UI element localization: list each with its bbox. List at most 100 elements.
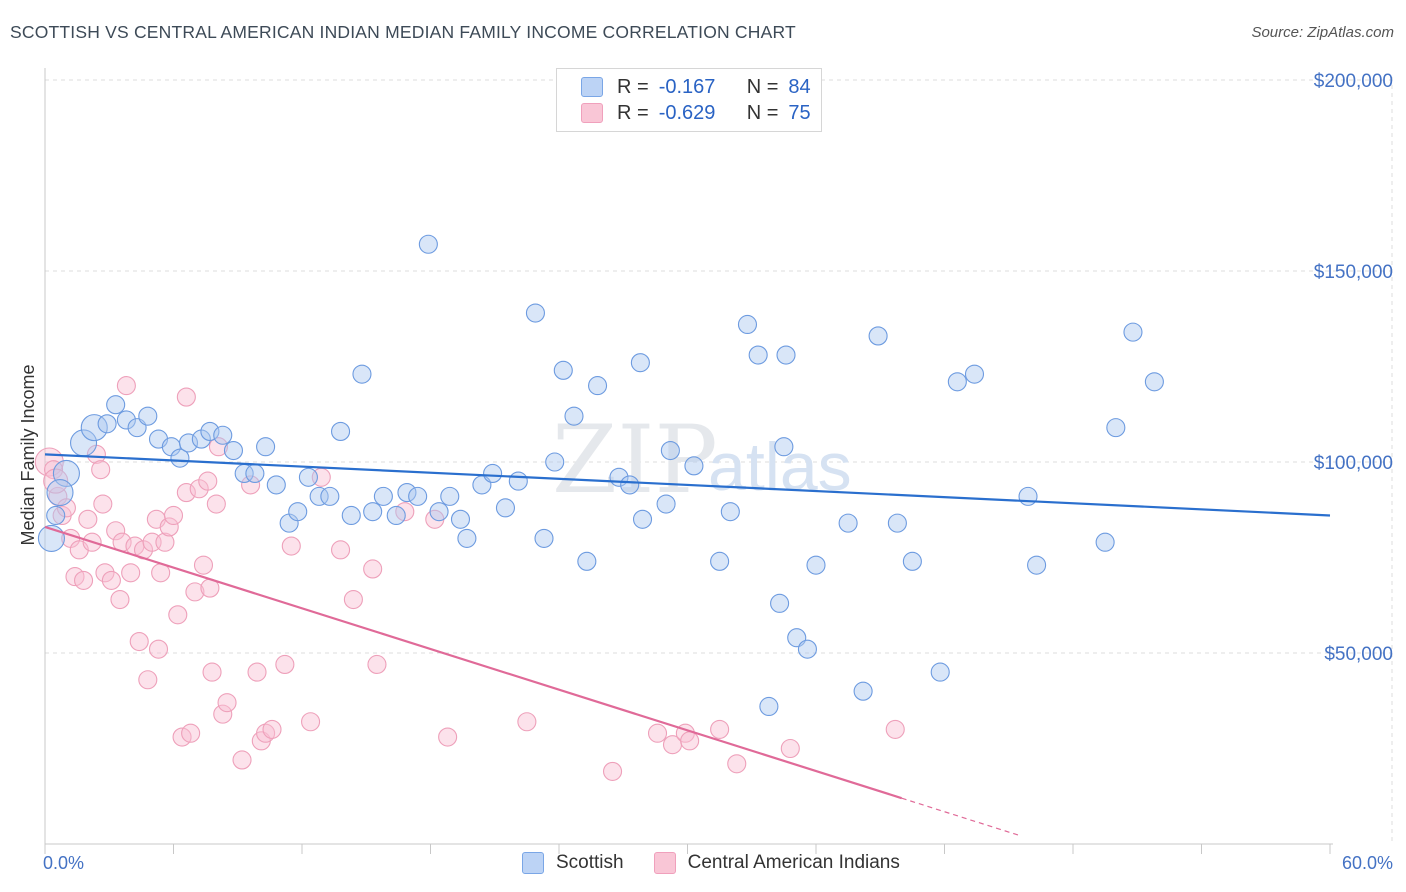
scottish-point xyxy=(138,406,158,426)
scottish-point xyxy=(564,406,584,426)
scottish-point xyxy=(620,475,640,495)
scottish-point xyxy=(256,437,276,457)
scottish-point xyxy=(964,364,985,384)
central-point xyxy=(106,521,126,541)
central-point xyxy=(121,563,141,583)
scottish-point xyxy=(774,437,794,457)
scottish-point xyxy=(429,502,449,522)
scottish-point xyxy=(46,479,74,507)
scottish-point xyxy=(495,498,516,518)
r-label: R = xyxy=(617,75,649,98)
central-point xyxy=(213,704,233,724)
central-trend-line xyxy=(44,525,902,800)
legend-row-scottish: R = -0.167 N = 84 xyxy=(581,74,811,100)
scottish-point xyxy=(853,681,873,701)
scottish-point xyxy=(1106,418,1126,438)
central-point xyxy=(367,654,387,675)
central-point xyxy=(780,738,800,759)
scottish-point xyxy=(737,314,758,335)
scottish-point xyxy=(720,502,740,522)
scottish-point xyxy=(632,509,653,529)
scottish-point xyxy=(200,421,220,441)
axes xyxy=(44,68,1333,854)
central-legend-label: Central American Indians xyxy=(687,852,900,873)
n-label: N = xyxy=(746,101,779,124)
central-point xyxy=(232,750,252,770)
y-tick-label: $200,000 xyxy=(1314,71,1393,92)
scottish-point xyxy=(386,505,406,526)
central-point xyxy=(198,471,218,491)
scottish-point xyxy=(534,528,554,548)
x-tick-label-start: 0.0% xyxy=(43,853,84,873)
central-point xyxy=(193,555,214,575)
scottish-trend-line xyxy=(44,453,1331,517)
r-label: R = xyxy=(617,101,649,124)
central-point xyxy=(647,723,668,743)
central-point xyxy=(330,540,351,560)
n-value: 75 xyxy=(788,101,811,124)
central-point xyxy=(95,563,115,583)
central-point xyxy=(181,723,201,743)
series-legend: Scottish Central American Indians xyxy=(522,852,900,874)
scottish-point xyxy=(341,505,361,526)
central-point xyxy=(168,605,188,625)
scottish-point xyxy=(710,551,730,571)
central-point xyxy=(247,662,267,682)
scottish-point xyxy=(759,696,779,717)
scottish-point xyxy=(440,486,460,506)
scottish-point xyxy=(298,467,318,487)
scottish-point xyxy=(245,463,265,484)
y-tick-label: $100,000 xyxy=(1314,453,1393,474)
central-point xyxy=(155,532,175,552)
scottish-point xyxy=(483,463,503,484)
scottish-point xyxy=(797,639,817,659)
central-point xyxy=(438,727,458,747)
scottish-legend-swatch xyxy=(522,852,544,874)
y-tick-label: $150,000 xyxy=(1314,262,1393,283)
central-point xyxy=(727,754,747,774)
central-point xyxy=(101,570,121,590)
correlation-legend: R = -0.167 N = 84 R = -0.629 N = 75 xyxy=(556,68,822,132)
central-point xyxy=(217,693,237,713)
central-point xyxy=(208,437,229,457)
central-point xyxy=(185,582,205,602)
central-point xyxy=(74,570,94,590)
r-value: -0.629 xyxy=(658,101,716,124)
central-point xyxy=(275,654,295,675)
scottish-point xyxy=(178,433,199,453)
central-point xyxy=(262,719,282,739)
scottish-point xyxy=(930,662,950,682)
n-label: N = xyxy=(746,75,779,98)
central-point xyxy=(148,639,169,659)
scottish-point xyxy=(457,528,477,548)
central-legend-swatch xyxy=(653,852,676,874)
scottish-point xyxy=(806,555,826,575)
scottish-point xyxy=(770,593,790,613)
central-point xyxy=(159,517,179,537)
central-point xyxy=(885,719,905,739)
scottish-point xyxy=(116,410,136,430)
scottish-point xyxy=(660,440,680,461)
grid-lines xyxy=(45,77,1393,844)
central-point xyxy=(363,559,383,579)
scottish-point xyxy=(363,502,383,522)
r-value: -0.167 xyxy=(658,75,716,98)
legend-row-central: R = -0.629 N = 75 xyxy=(581,100,811,126)
source-credit: Source: ZipAtlas.com xyxy=(1251,24,1394,41)
scottish-point xyxy=(887,513,907,533)
scottish-point xyxy=(373,486,393,506)
scottish-point xyxy=(450,509,471,529)
central-point xyxy=(176,387,196,407)
scottish-point xyxy=(320,486,340,506)
central-point xyxy=(78,509,98,529)
scottish-legend-label: Scottish xyxy=(556,852,624,873)
scottish-point xyxy=(656,494,676,514)
scottish-point xyxy=(508,471,528,491)
central-point xyxy=(680,731,700,751)
scottish-point xyxy=(1027,555,1047,575)
scottish-point xyxy=(748,345,768,365)
central-point xyxy=(129,631,149,652)
scottish-point xyxy=(309,486,329,506)
scottish-points xyxy=(37,234,1164,717)
n-value: 84 xyxy=(788,75,811,98)
